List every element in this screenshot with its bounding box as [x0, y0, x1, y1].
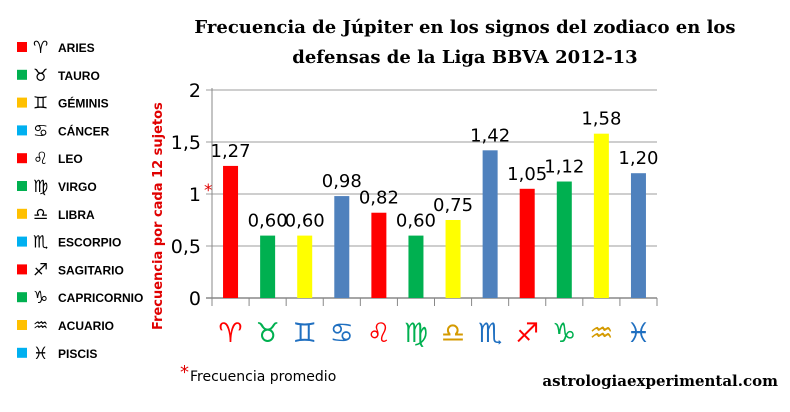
data-label: 0,75: [433, 195, 473, 216]
legend-label: ESCORPIO: [58, 236, 121, 250]
legend-label: CAPRICORNIO: [58, 291, 143, 305]
data-label: 1,42: [470, 125, 510, 146]
data-label: 1,20: [618, 148, 658, 169]
y-tick-label: 1,5: [171, 132, 201, 154]
legend-swatch: [17, 69, 27, 80]
x-sign-symbol: ♓: [626, 318, 650, 349]
y-axis-label: Frecuencia por cada 12 sujetos: [151, 102, 166, 330]
x-sign-symbol: ♒: [589, 318, 613, 349]
legend-symbol: ♒: [33, 316, 48, 336]
bar-virgo: [408, 235, 424, 298]
bar-acuario: [593, 133, 609, 298]
y-tick-label: 0: [189, 288, 201, 310]
x-sign-symbol: ♋: [330, 318, 354, 349]
legend-symbol: ♎: [33, 205, 48, 225]
legend-label: LEO: [58, 152, 83, 166]
legend-label: PISCIS: [58, 347, 97, 361]
legend-symbol: ♌: [33, 149, 48, 169]
legend-swatch: [17, 208, 27, 219]
source-credit: astrologiaexperimental.com: [542, 372, 778, 390]
x-sign-symbol: ♈: [218, 318, 242, 349]
data-label: 0,98: [322, 171, 362, 192]
legend-swatch: [17, 153, 27, 164]
legend-label: TAURO: [58, 69, 100, 83]
legend-symbol: ♑: [33, 288, 48, 308]
x-sign-symbol: ♎: [441, 318, 465, 349]
x-sign-symbol: ♉: [256, 318, 280, 349]
footnote-text: Frecuencia promedio: [190, 369, 336, 385]
x-sign-symbol: ♏: [478, 318, 502, 349]
legend-symbol: ♓: [33, 344, 48, 364]
x-sign-symbol: ♌: [367, 318, 391, 349]
legend-swatch: [17, 292, 27, 303]
legend-label: CÁNCER: [58, 123, 110, 138]
legend-swatch: [17, 320, 27, 330]
bar-cáncer: [334, 196, 350, 298]
bar-escorpio: [482, 150, 498, 298]
legend-symbol: ♈: [33, 38, 48, 58]
data-label: 0,60: [396, 211, 436, 232]
legend-symbol: ♐: [33, 260, 48, 280]
bar-tauro: [260, 235, 276, 298]
x-sign-symbol: ♊: [293, 318, 317, 349]
data-label: 1,05: [507, 164, 547, 185]
bar-aries: [223, 165, 239, 298]
legend-swatch: [17, 347, 27, 358]
chart-title-line2: defensas de la Liga BBVA 2012-13: [292, 47, 637, 68]
legend-swatch: [17, 264, 27, 275]
y-tick-label: 1: [189, 184, 201, 206]
footnote-marker: *: [180, 362, 189, 383]
bar-libra: [445, 220, 461, 298]
y-tick-label: 2: [189, 80, 201, 102]
data-label: 0,60: [248, 211, 288, 232]
x-sign-symbol: ♍: [404, 318, 428, 349]
legend-swatch: [17, 181, 27, 191]
bar-leo: [371, 212, 387, 298]
legend-symbol: ♋: [33, 121, 48, 141]
legend-symbol: ♊: [33, 94, 48, 114]
legend-swatch: [17, 42, 27, 52]
legend-label: GÉMINIS: [58, 96, 109, 111]
legend-symbol: ♏: [33, 233, 48, 253]
data-label: 0,82: [359, 188, 399, 209]
x-sign-symbol: ♑: [552, 318, 576, 349]
x-sign-symbol: ♐: [515, 318, 539, 349]
legend-label: ARIES: [58, 41, 95, 55]
legend-symbol: ♉: [33, 66, 48, 86]
data-label: 1,27: [211, 141, 251, 162]
data-label: 1,58: [581, 109, 621, 130]
data-label: 0,60: [285, 211, 325, 232]
average-marker: *: [204, 181, 213, 201]
legend-label: SAGITARIO: [58, 263, 124, 277]
legend-swatch: [17, 236, 27, 247]
bar-capricornio: [556, 181, 572, 298]
legend-label: LIBRA: [58, 208, 95, 222]
bar-piscis: [630, 173, 646, 298]
legend-label: ACUARIO: [58, 319, 114, 333]
chart-title-line1: Frecuencia de Júpiter en los signos del …: [194, 17, 735, 38]
legend-swatch: [17, 97, 27, 108]
legend-swatch: [17, 125, 27, 136]
y-tick-label: 0,5: [171, 236, 201, 258]
bar-sagitario: [519, 188, 535, 298]
legend-symbol: ♍: [33, 177, 48, 197]
data-label: 1,12: [544, 157, 584, 178]
bar-géminis: [297, 235, 313, 298]
legend-label: VIRGO: [58, 180, 97, 194]
